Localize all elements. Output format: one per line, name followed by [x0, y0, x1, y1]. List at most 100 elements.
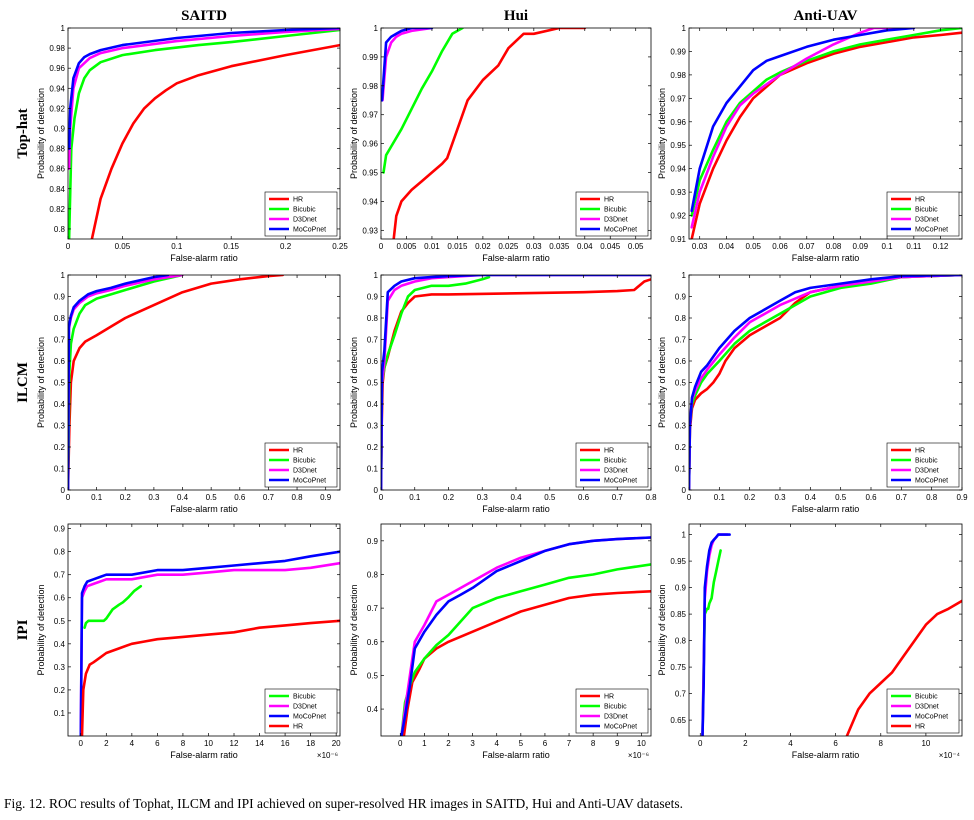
series-group: [68, 275, 285, 490]
axes-box: [380, 523, 652, 737]
x-tick-label: 8: [879, 739, 884, 748]
series-group: [690, 28, 962, 239]
x-tick-label: 0.7: [612, 493, 624, 502]
x-tick-label: 8: [591, 739, 596, 748]
x-tick-label: 0: [379, 242, 384, 251]
y-tick-label: 0.9: [54, 525, 66, 534]
x-tick-label: 0.1: [881, 242, 893, 251]
x-tick-label: 0.6: [865, 493, 877, 502]
roc-panel: 0 0.1 0.2 0.3 0.4 0.5 0.6 0.7 0.8 0.9 0 0.1 0.2 0.3 0.…: [36, 271, 341, 514]
x-tick-label: 10: [921, 739, 930, 748]
series-line-mocopnet: [79, 550, 340, 736]
x-tick-label: 14: [255, 739, 264, 748]
legend-label: Bicubic: [604, 458, 627, 465]
x-tick-label: 0.6: [578, 493, 590, 502]
legend-label: MoCoPnet: [604, 227, 637, 234]
x-tick-label: 0.12: [933, 242, 949, 251]
x-tick-label: 0: [66, 242, 71, 251]
y-tick-label: 0.3: [54, 422, 66, 431]
y-tick-label: 0.94: [362, 197, 378, 206]
legend-label: HR: [293, 448, 303, 455]
y-tick-label: 0.5: [54, 379, 66, 388]
y-tick-label: 0: [374, 486, 379, 495]
y-tick-label: 0.95: [362, 169, 378, 178]
series-line-mocopnet: [400, 536, 651, 736]
y-tick-label: 0.1: [54, 465, 66, 474]
x-exponent-label: ×10⁻⁶: [628, 751, 649, 760]
x-axis-label: False-alarm ratio: [792, 750, 860, 760]
y-tick-label: 0.65: [670, 716, 686, 725]
roc-panel: 0 0.05 0.1 0.15 0.2 0.25 0.8 0.82 0.84 0.86 0.88 0.…: [36, 24, 348, 263]
x-tick-label: 0.025: [498, 242, 519, 251]
series-line-mocopnet: [381, 275, 651, 490]
legend: HR Bicubic D3Dnet MoCoPnet: [264, 191, 338, 237]
legend-label: Bicubic: [293, 458, 316, 465]
x-tick-label: 0.02: [475, 242, 491, 251]
x-tick-label: 0.7: [263, 493, 275, 502]
x-tick-label: 20: [332, 739, 341, 748]
y-tick-label: 0.2: [54, 686, 66, 695]
y-tick-label: 0.8: [54, 225, 66, 234]
legend-label: D3Dnet: [915, 704, 939, 711]
y-tick-label: 1: [61, 271, 66, 280]
x-tick-label: 0.07: [799, 242, 815, 251]
y-tick-label: 0.93: [362, 226, 378, 235]
legend-label: Bicubic: [915, 207, 938, 214]
x-tick-label: 0.04: [577, 242, 593, 251]
x-tick-label: 0.25: [332, 242, 348, 251]
legend-label: D3Dnet: [604, 714, 628, 721]
x-axis-label: False-alarm ratio: [170, 750, 238, 760]
x-tick-label: 0.2: [280, 242, 292, 251]
series-line-mocopnet: [68, 28, 340, 150]
y-tick-label: 0.9: [675, 584, 687, 593]
x-tick-label: 8: [181, 739, 186, 748]
y-tick-label: 0.95: [670, 557, 686, 566]
x-tick-label: 0.035: [549, 242, 570, 251]
series-line-hr: [845, 599, 962, 736]
x-tick-label: 2: [104, 739, 109, 748]
x-exponent-label: ×10⁻⁴: [939, 751, 961, 760]
legend-label: HR: [293, 724, 303, 731]
y-tick-label: 0.93: [670, 188, 686, 197]
y-tick-label: 0.9: [675, 293, 687, 302]
y-tick-label: 0.7: [675, 336, 687, 345]
x-tick-label: 12: [230, 739, 239, 748]
y-tick-label: 0.85: [670, 610, 686, 619]
legend-label: HR: [604, 694, 614, 701]
y-tick-label: 0.7: [367, 604, 379, 613]
x-tick-label: 0.1: [171, 242, 183, 251]
y-tick-label: 0.94: [49, 84, 65, 93]
legend-label: HR: [293, 197, 303, 204]
roc-panel: 0.03 0.04 0.05 0.06 0.07 0.08 0.09 0.1 0.11 0.12 0…: [657, 24, 963, 263]
legend-label: HR: [915, 197, 925, 204]
y-tick-label: 0.2: [54, 443, 66, 452]
x-tick-label: 0.11: [906, 242, 922, 251]
legend-label: D3Dnet: [293, 704, 317, 711]
series-line-bicubic: [382, 28, 464, 174]
chart-panels: 0 0.05 0.1 0.15 0.2 0.250.80.820.840.860.880.…: [36, 24, 968, 760]
series-group: [68, 28, 340, 239]
series-line-mocopnet: [701, 533, 731, 736]
x-tick-label: 0.2: [443, 493, 455, 502]
legend-label: Bicubic: [293, 207, 316, 214]
series-line-mocopnet: [689, 275, 962, 490]
legend: Bicubic D3Dnet MoCoPnet HR: [264, 688, 338, 734]
y-tick-label: 0.1: [675, 465, 687, 474]
row-title: ILCM: [15, 362, 31, 403]
x-tick-label: 0: [379, 493, 384, 502]
y-axis-label: Probability of detection: [349, 88, 359, 179]
legend-label: D3Dnet: [915, 468, 939, 475]
y-tick-label: 0.92: [670, 212, 686, 221]
x-tick-label: 0.8: [926, 493, 938, 502]
roc-panel: 0 2 4 6 8 10 12 14 16 18 20 0.1 0.2 0.3 0.4 0.5 0.6 0.7 0.…: [36, 523, 341, 760]
x-axis-label: False-alarm ratio: [792, 253, 860, 263]
x-tick-label: 0: [79, 739, 84, 748]
y-tick-label: 0.7: [54, 336, 66, 345]
y-tick-label: 0.7: [54, 571, 66, 580]
y-axis-label: Probability of detection: [36, 88, 46, 179]
y-tick-label: 0.88: [49, 145, 65, 154]
x-axis-label: False-alarm ratio: [482, 253, 550, 263]
roc-panel: 0 1 2 3 4 5 6 7 8 9 10 0.4 0.5 0.6 0.7 0.8 0.9 False-alar…: [349, 523, 652, 760]
y-tick-label: 1: [374, 24, 379, 33]
y-tick-label: 0.3: [54, 663, 66, 672]
